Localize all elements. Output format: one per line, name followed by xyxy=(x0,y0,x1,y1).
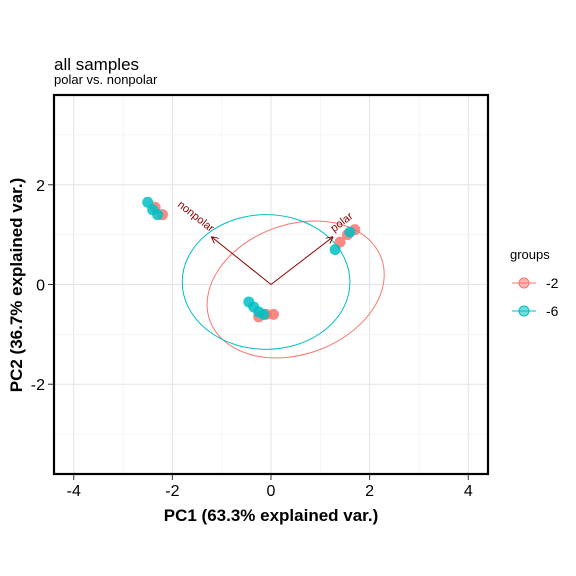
ellipse-group--2 xyxy=(206,220,385,359)
y-tick-label: 0 xyxy=(36,278,45,295)
y-tick-label: -2 xyxy=(31,377,45,394)
legend-key--2 xyxy=(518,277,530,289)
loading-vectors: nonpolar polar xyxy=(175,199,356,285)
ellipses xyxy=(181,214,385,359)
x-tick-label: -4 xyxy=(67,483,81,500)
x-axis-ticks: -4 -2 0 2 4 xyxy=(67,475,473,500)
plot-panel-border xyxy=(52,93,490,476)
point-group--6 xyxy=(152,209,164,221)
x-tick-label: 0 xyxy=(267,483,276,500)
point-group--2 xyxy=(267,308,279,320)
chart-subtitle: polar vs. nonpolar xyxy=(54,72,158,87)
point-group--6 xyxy=(344,226,356,238)
data-points xyxy=(142,196,361,323)
x-tick-label: 2 xyxy=(365,483,374,500)
legend-label--2: -2 xyxy=(546,275,559,291)
y-tick-label: 2 xyxy=(36,178,45,195)
y-axis-ticks: -2 0 2 xyxy=(31,178,53,394)
point-group--6 xyxy=(329,244,341,256)
x-tick-label: -2 xyxy=(165,483,179,500)
ellipse-group--6 xyxy=(181,214,351,350)
loading-arrow-nonpolar xyxy=(212,237,272,285)
point-group--6 xyxy=(258,308,270,320)
legend: groups -2 -6 xyxy=(510,247,559,319)
legend-label--6: -6 xyxy=(546,303,559,319)
chart-title: all samples xyxy=(54,55,139,74)
x-axis-title: PC1 (63.3% explained var.) xyxy=(164,506,379,525)
y-axis-title: PC2 (36.7% explained var.) xyxy=(7,178,26,393)
loading-arrow-polar xyxy=(270,237,333,285)
x-tick-label: 4 xyxy=(464,483,473,500)
gridlines xyxy=(54,95,488,474)
legend-key--6 xyxy=(518,305,530,317)
loading-label-nonpolar: nonpolar xyxy=(175,199,216,235)
legend-title: groups xyxy=(510,247,550,262)
